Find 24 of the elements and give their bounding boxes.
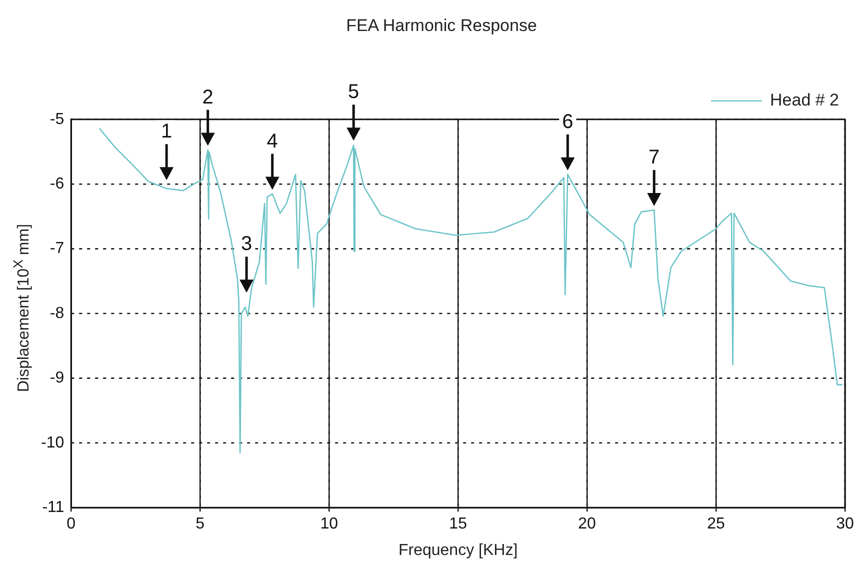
x-tick-label: 5: [196, 516, 205, 533]
x-tick-label: 10: [320, 516, 338, 533]
y-tick-label: -5: [50, 110, 64, 128]
y-tick-label: -6: [50, 176, 64, 193]
annotation: 6: [562, 110, 574, 133]
chart-title: FEA Harmonic Response: [346, 16, 537, 35]
y-tick-label: -9: [50, 370, 64, 387]
x-tick-label: 20: [578, 516, 596, 533]
annotation: 1: [161, 120, 172, 143]
y-tick-label: -11: [42, 499, 64, 516]
x-tick-label: 0: [66, 516, 76, 533]
x-axis-title: Frequency [KHz]: [398, 542, 518, 559]
legend-label: Head # 2: [770, 90, 840, 110]
annotation: 2: [202, 86, 214, 108]
y-tick-label: -8: [50, 304, 64, 322]
annotation: 5: [348, 81, 360, 104]
x-tick-label: 25: [707, 516, 726, 533]
annotation: 4: [266, 130, 278, 152]
x-tick-label: 30: [836, 516, 854, 533]
x-tick-label: 15: [449, 516, 468, 533]
annotation: 3: [240, 233, 252, 256]
y-tick-label: -10: [41, 434, 64, 452]
annotation: 7: [648, 146, 660, 168]
y-tick-label: -7: [50, 240, 64, 258]
